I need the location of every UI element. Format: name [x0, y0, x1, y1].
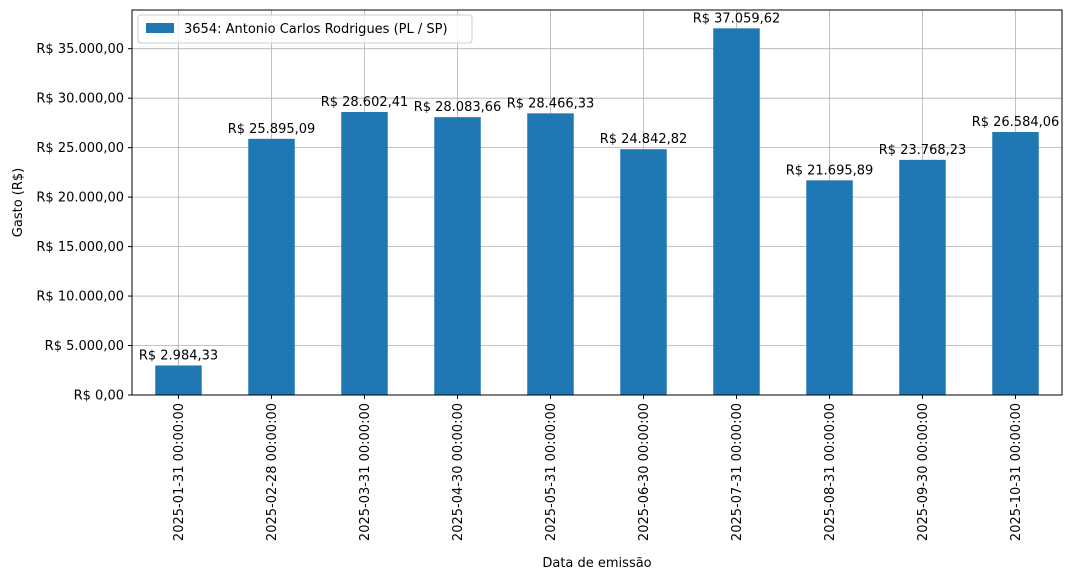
- x-axis-label: Data de emissão: [542, 556, 651, 571]
- bar: [434, 117, 481, 396]
- x-tick-label: 2025-07-31 00:00:00: [730, 403, 745, 541]
- y-tick-label: R$ 15.000,00: [36, 240, 124, 255]
- bar-value-label: R$ 2.984,33: [139, 348, 218, 363]
- x-tick-label: 2025-06-30 00:00:00: [637, 403, 652, 541]
- bar: [992, 131, 1039, 395]
- y-tick-label: R$ 35.000,00: [36, 42, 124, 57]
- plot-frame: [131, 9, 1063, 396]
- x-tick-label: 2025-02-28 00:00:00: [265, 403, 280, 541]
- y-tick-label: R$ 25.000,00: [36, 141, 124, 156]
- bar-value-label: R$ 28.083,66: [414, 100, 502, 115]
- x-tick-label: 2025-10-31 00:00:00: [1009, 403, 1024, 541]
- bar-value-label: R$ 26.584,06: [972, 115, 1060, 130]
- x-tick-label: 2025-01-31 00:00:00: [172, 403, 187, 541]
- y-axis-label: Gasto (R$): [11, 168, 26, 237]
- legend-label: 3654: Antonio Carlos Rodrigues (PL / SP): [184, 22, 448, 37]
- bar-value-labels: R$ 2.984,33 R$ 25.895,09 R$ 28.602,41 R$ 28…: [139, 11, 1059, 363]
- x-tick-label: 2025-09-30 00:00:00: [916, 403, 931, 541]
- x-tick-label: 2025-05-31 00:00:00: [544, 403, 559, 541]
- y-axis-ticks: R$ 0,00 R$ 5.000,00 R$ 10.000,00 R$ 15.000,…: [36, 42, 132, 404]
- y-tick-label: R$ 0,00: [74, 389, 124, 404]
- x-tick-label: 2025-03-31 00:00:00: [358, 403, 373, 541]
- legend-box: [137, 14, 473, 44]
- bar-value-label: R$ 23.768,23: [879, 143, 967, 158]
- y-tick-label: R$ 30.000,00: [36, 92, 124, 107]
- bar: [620, 149, 667, 395]
- bar: [713, 28, 760, 396]
- bars: [155, 28, 1039, 396]
- y-tick-label: R$ 20.000,00: [36, 191, 124, 206]
- y-tick-label: R$ 10.000,00: [36, 290, 124, 305]
- bar: [341, 112, 388, 396]
- bar: [806, 180, 853, 395]
- bar-value-label: R$ 21.695,89: [786, 163, 874, 178]
- legend-swatch: [146, 23, 174, 33]
- bar: [155, 365, 202, 395]
- x-tick-label: 2025-04-30 00:00:00: [451, 403, 466, 541]
- bar: [248, 138, 295, 396]
- bar-value-label: R$ 28.466,33: [507, 96, 595, 111]
- bar-value-label: R$ 24.842,82: [600, 132, 688, 147]
- bar-value-label: R$ 25.895,09: [228, 122, 316, 137]
- y-tick-label: R$ 5.000,00: [45, 339, 124, 354]
- x-tick-label: 2025-08-31 00:00:00: [823, 403, 838, 541]
- x-axis-ticks: 2025-01-31 00:00:00 2025-02-28 00:00:00 20…: [172, 395, 1024, 541]
- bar: [527, 113, 574, 396]
- bar-value-label: R$ 28.602,41: [321, 95, 409, 110]
- legend: 3654: Antonio Carlos Rodrigues (PL / SP): [137, 14, 473, 44]
- bar: [899, 159, 946, 395]
- bar-value-label: R$ 37.059,62: [693, 11, 781, 26]
